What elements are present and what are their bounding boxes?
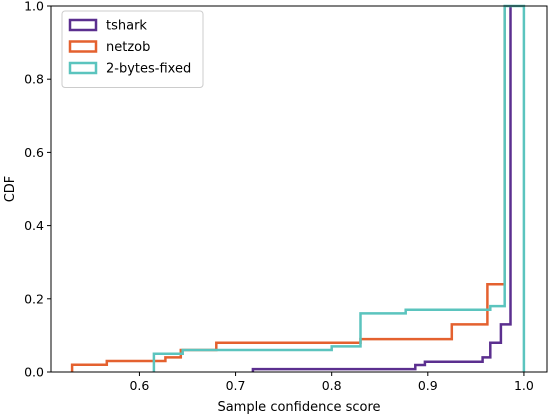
series-line-2 — [152, 4, 526, 372]
legend-swatch-0 — [68, 18, 98, 32]
x-tick-label: 0.6 — [129, 378, 149, 393]
x-tick-label: 1.0 — [514, 378, 534, 393]
legend-label-2: 2-bytes-fixed — [106, 62, 191, 77]
series-layer — [70, 4, 526, 372]
legend-swatch-1 — [68, 40, 98, 53]
x-axis-label: Sample confidence score — [217, 400, 380, 415]
y-axis-ticks: 0.0 0.2 0.4 0.6 0.8 1.0 — [24, 0, 51, 380]
y-axis-label: CDF — [3, 176, 18, 203]
x-tick-label: 0.7 — [226, 378, 246, 393]
y-tick-label: 0.4 — [24, 218, 44, 233]
y-tick-label: 1.0 — [24, 0, 44, 14]
y-tick-label: 0.6 — [24, 145, 44, 160]
x-axis-ticks: 0.6 0.7 0.8 0.9 1.0 — [129, 372, 534, 393]
series-line-0 — [251, 6, 512, 372]
x-tick-label: 0.9 — [418, 378, 438, 393]
plot-frame — [50, 5, 548, 373]
y-tick-label: 0.8 — [24, 72, 44, 87]
legend-label-1: netzob — [106, 40, 150, 55]
legend-swatch-2 — [68, 61, 98, 75]
legend: tshark netzob 2-bytes-fixed — [61, 10, 204, 88]
legend-label-0: tshark — [106, 19, 147, 34]
y-tick-label: 0.0 — [24, 365, 44, 380]
y-tick-label: 0.2 — [24, 291, 44, 306]
series-line-1 — [70, 6, 506, 372]
x-tick-label: 0.8 — [322, 378, 342, 393]
